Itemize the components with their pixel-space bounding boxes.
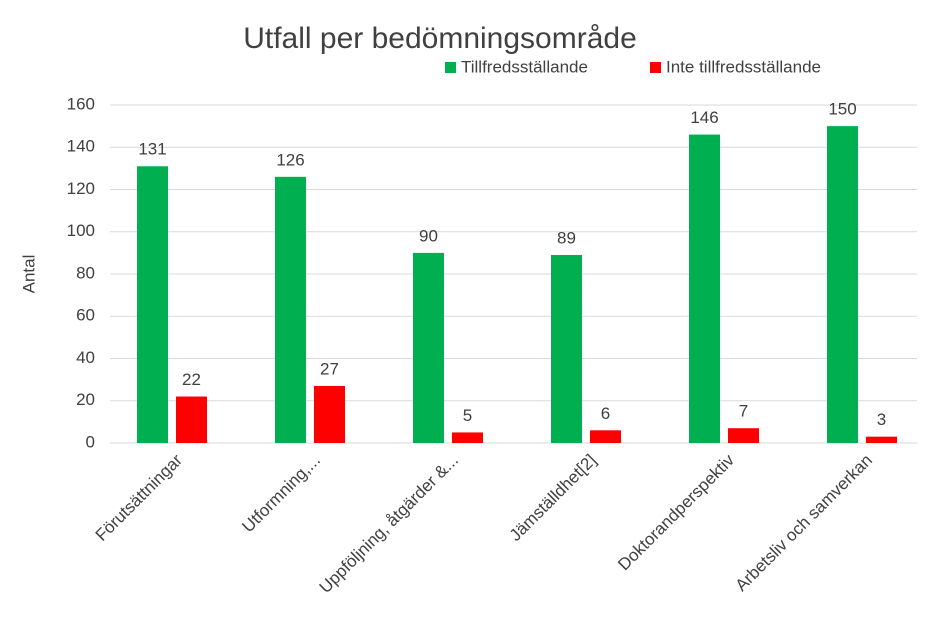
data-label: 27 (320, 359, 339, 378)
bar (314, 385, 345, 443)
data-label: 6 (601, 404, 610, 423)
bar (866, 436, 897, 443)
chart-title: Utfall per bedömningsområde (243, 22, 637, 55)
y-tick-label: 40 (76, 348, 95, 367)
x-tick-label: Jämställdhet[2] (506, 451, 600, 545)
x-tick-label: Förutsättningar (92, 450, 187, 545)
y-tick-label: 120 (67, 179, 95, 198)
data-label: 131 (138, 140, 166, 159)
legend-swatch (445, 62, 456, 73)
data-label: 5 (463, 406, 472, 425)
bar (590, 430, 621, 443)
y-axis-label: Antal (19, 255, 38, 294)
x-tick-label: Arbetsliv och samverkan (732, 451, 876, 595)
y-tick-label: 160 (67, 94, 95, 113)
data-label: 3 (877, 410, 886, 429)
x-tick-label: Utformning,... (238, 451, 324, 537)
data-label: 150 (828, 100, 856, 119)
y-tick-label: 60 (76, 306, 95, 325)
data-label: 90 (419, 226, 438, 245)
data-label: 89 (557, 228, 576, 247)
bar (689, 134, 720, 443)
data-label: 22 (182, 370, 201, 389)
y-tick-label: 140 (67, 137, 95, 156)
data-label: 146 (690, 108, 718, 127)
legend-label: Inte tillfredsställande (666, 57, 821, 76)
x-tick-label: Doktorandperspektiv (614, 450, 738, 574)
y-tick-label: 0 (86, 432, 95, 451)
bar (137, 166, 168, 443)
bar (551, 254, 582, 443)
bar (413, 252, 444, 443)
bar (452, 432, 483, 443)
bar (176, 396, 207, 443)
data-label: 7 (739, 402, 748, 421)
bar (275, 176, 306, 443)
y-tick-label: 100 (67, 221, 95, 240)
x-tick-label: Uppföljning, åtgärder &... (316, 451, 462, 597)
legend-swatch (650, 62, 661, 73)
data-label: 126 (276, 150, 304, 169)
legend-label: Tillfredsställande (461, 57, 588, 76)
y-tick-label: 80 (76, 263, 95, 282)
bar (728, 428, 759, 443)
bar (827, 126, 858, 443)
y-tick-label: 20 (76, 390, 95, 409)
